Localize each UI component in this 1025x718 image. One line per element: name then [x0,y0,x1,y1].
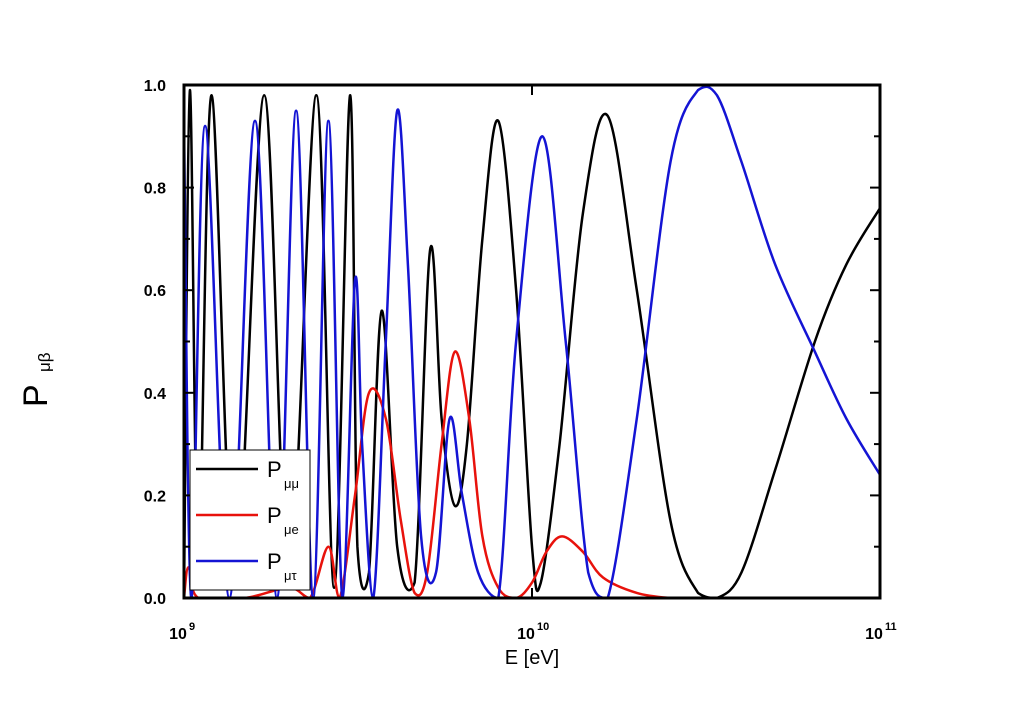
series-p-mutau-line [182,85,882,600]
y-axis-title-main: P [17,384,55,407]
legend-label-sub: μμ [284,476,299,491]
y-tick-label: 0.2 [144,488,166,505]
x-tick-label-exponent: 11 [885,621,897,633]
y-axis-title-sub: μβ [35,352,54,372]
x-tick-label-exponent: 10 [537,621,549,633]
x-tick-label-base: 10 [865,626,883,643]
legend-entry-p-mutau: Pμτ [196,549,297,583]
legend-entry-p-mumu: Pμμ [196,457,299,491]
y-tick-label: 0.0 [144,591,166,608]
ticks-layer: 0.00.20.40.60.81.010 9 10 10 10 11 [144,78,897,643]
legend-label-main: P [267,503,282,528]
legend-label-main: P [267,457,282,482]
legend-label-sub: μe [284,522,299,537]
x-tick-label: 10 9 [169,621,195,643]
y-tick-label: 0.8 [144,181,166,198]
y-tick-label: 0.6 [144,283,166,300]
x-tick-label-base: 10 [169,626,187,643]
y-tick-label: 1.0 [144,78,166,95]
x-tick-label: 10 10 [517,621,549,643]
y-tick-label: 0.4 [144,386,166,403]
legend-label-sub: μτ [284,568,297,583]
x-tick-label-exponent: 9 [189,621,195,633]
series-p-mue-line [182,350,880,600]
x-axis-title: E [eV] [505,647,559,669]
legend-label-main: P [267,549,282,574]
x-tick-label: 10 11 [865,621,897,643]
legend-box [189,449,311,591]
y-axis-title: P μβ [17,352,55,407]
legend-entry-p-mue: Pμe [196,503,299,537]
x-tick-label-base: 10 [517,626,535,643]
